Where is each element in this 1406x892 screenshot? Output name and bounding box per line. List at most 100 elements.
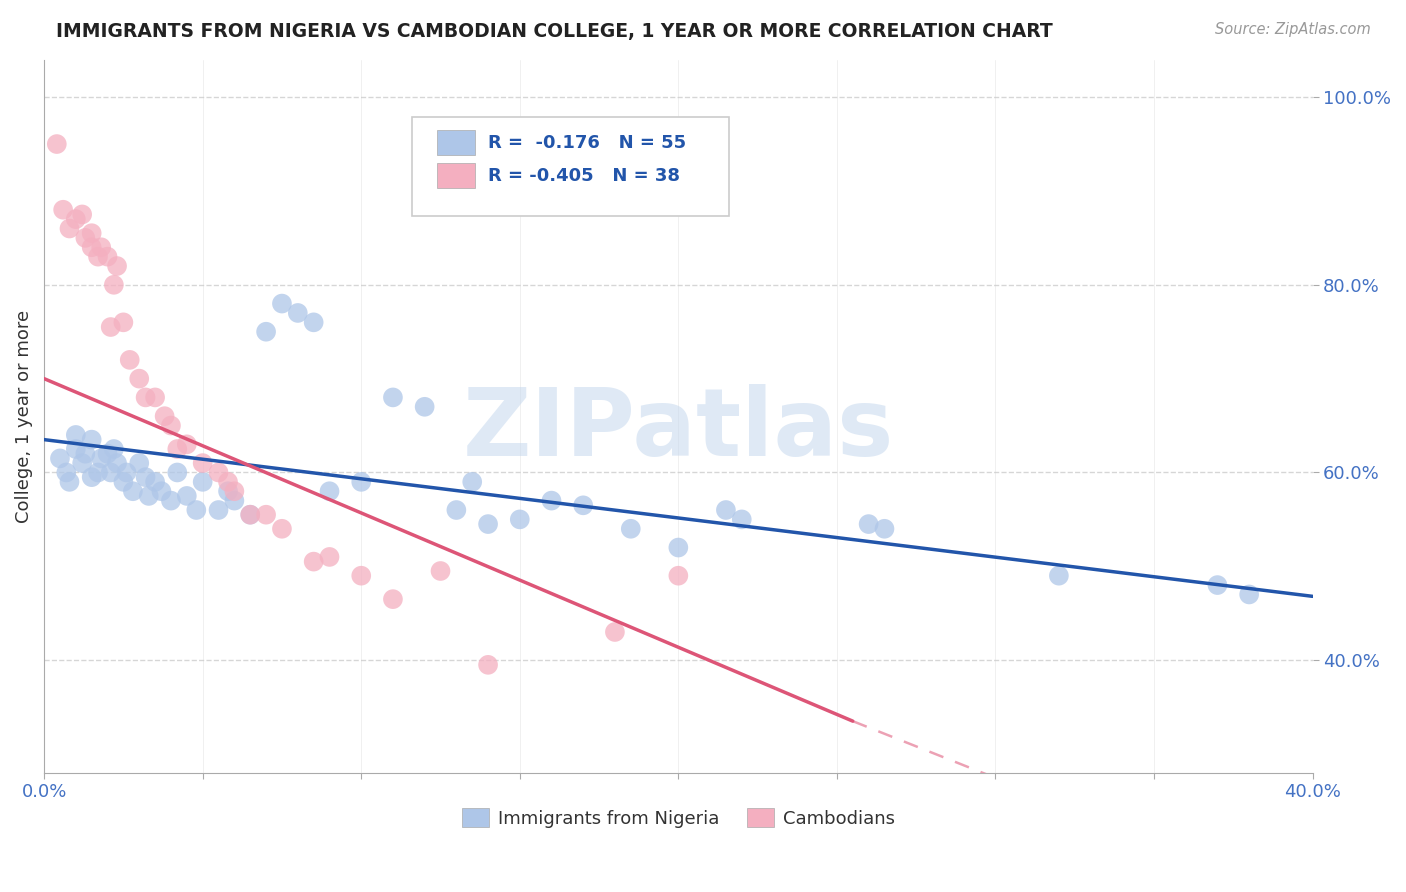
Point bbox=[603, 625, 626, 640]
Point bbox=[96, 447, 118, 461]
Point bbox=[176, 489, 198, 503]
Point bbox=[302, 555, 325, 569]
Point bbox=[318, 549, 340, 564]
Point bbox=[80, 433, 103, 447]
Point bbox=[90, 240, 112, 254]
Point bbox=[176, 437, 198, 451]
Point bbox=[381, 592, 404, 607]
Point bbox=[65, 212, 87, 227]
Point bbox=[1206, 578, 1229, 592]
Point bbox=[49, 451, 72, 466]
Point bbox=[122, 484, 145, 499]
Point bbox=[100, 466, 122, 480]
Point bbox=[254, 325, 277, 339]
Point bbox=[239, 508, 262, 522]
Point bbox=[350, 568, 373, 582]
Point bbox=[620, 522, 643, 536]
Point bbox=[287, 306, 309, 320]
Point bbox=[318, 484, 340, 499]
Point bbox=[128, 456, 150, 470]
Point bbox=[70, 456, 93, 470]
Point bbox=[87, 250, 110, 264]
Point bbox=[80, 240, 103, 254]
Point bbox=[302, 315, 325, 329]
Point bbox=[217, 484, 239, 499]
Point bbox=[166, 466, 188, 480]
Point bbox=[160, 418, 183, 433]
Point bbox=[80, 470, 103, 484]
Point bbox=[381, 391, 404, 405]
Point bbox=[191, 456, 214, 470]
Point bbox=[858, 517, 880, 532]
Y-axis label: College, 1 year or more: College, 1 year or more bbox=[15, 310, 32, 523]
Legend: Immigrants from Nigeria, Cambodians: Immigrants from Nigeria, Cambodians bbox=[454, 801, 901, 835]
Point bbox=[100, 320, 122, 334]
Point bbox=[138, 489, 160, 503]
Point bbox=[150, 484, 173, 499]
Point bbox=[166, 442, 188, 456]
Point bbox=[1237, 587, 1260, 601]
Point bbox=[128, 371, 150, 385]
Point bbox=[52, 202, 75, 217]
Point bbox=[153, 409, 176, 424]
Point bbox=[477, 517, 499, 532]
Point bbox=[65, 428, 87, 442]
Point bbox=[731, 512, 754, 526]
Point bbox=[446, 503, 468, 517]
Point bbox=[477, 657, 499, 672]
Point bbox=[217, 475, 239, 489]
Point bbox=[90, 451, 112, 466]
Point bbox=[58, 475, 80, 489]
Point bbox=[55, 466, 77, 480]
Point bbox=[112, 315, 135, 329]
Text: R = -0.405   N = 38: R = -0.405 N = 38 bbox=[488, 167, 681, 185]
Point bbox=[224, 484, 246, 499]
Point bbox=[135, 391, 157, 405]
Point bbox=[191, 475, 214, 489]
Point bbox=[112, 475, 135, 489]
Point bbox=[572, 498, 595, 512]
Point bbox=[666, 568, 689, 582]
Point bbox=[461, 475, 484, 489]
Point bbox=[239, 508, 262, 522]
Text: R =  -0.176   N = 55: R = -0.176 N = 55 bbox=[488, 134, 686, 152]
Bar bbox=[437, 163, 475, 188]
Point bbox=[666, 541, 689, 555]
Point bbox=[96, 250, 118, 264]
FancyBboxPatch shape bbox=[412, 117, 730, 217]
Point bbox=[58, 221, 80, 235]
Point bbox=[118, 352, 141, 367]
Point bbox=[75, 447, 97, 461]
Point bbox=[186, 503, 208, 517]
Point bbox=[207, 466, 229, 480]
Point bbox=[540, 493, 562, 508]
Text: IMMIGRANTS FROM NIGERIA VS CAMBODIAN COLLEGE, 1 YEAR OR MORE CORRELATION CHART: IMMIGRANTS FROM NIGERIA VS CAMBODIAN COL… bbox=[56, 22, 1053, 41]
Point bbox=[143, 475, 166, 489]
Point bbox=[429, 564, 451, 578]
Point bbox=[65, 442, 87, 456]
Bar bbox=[437, 130, 475, 155]
Point bbox=[105, 259, 128, 273]
Point bbox=[143, 391, 166, 405]
Point bbox=[160, 493, 183, 508]
Point bbox=[103, 442, 125, 456]
Text: Source: ZipAtlas.com: Source: ZipAtlas.com bbox=[1215, 22, 1371, 37]
Point bbox=[224, 493, 246, 508]
Point bbox=[75, 231, 97, 245]
Point bbox=[413, 400, 436, 414]
Point bbox=[105, 456, 128, 470]
Point bbox=[509, 512, 531, 526]
Point bbox=[87, 466, 110, 480]
Point bbox=[873, 522, 896, 536]
Point bbox=[80, 226, 103, 240]
Point bbox=[1047, 568, 1070, 582]
Point bbox=[135, 470, 157, 484]
Point bbox=[350, 475, 373, 489]
Point bbox=[115, 466, 138, 480]
Text: ZIPatlas: ZIPatlas bbox=[463, 384, 894, 476]
Point bbox=[45, 136, 67, 151]
Point bbox=[70, 207, 93, 221]
Point bbox=[103, 277, 125, 292]
Point bbox=[271, 522, 294, 536]
Point bbox=[714, 503, 737, 517]
